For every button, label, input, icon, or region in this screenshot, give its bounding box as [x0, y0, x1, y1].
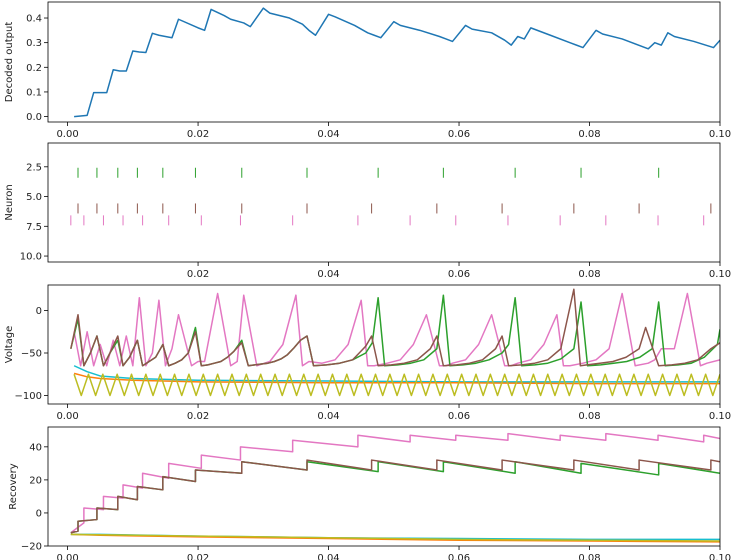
- series-line-4: [73, 365, 720, 383]
- y-tick-label: −20: [21, 542, 42, 553]
- axes-frame: [47, 284, 721, 405]
- plot-area: [74, 7, 720, 118]
- series-line-1: [70, 432, 720, 534]
- y-axis-label: Voltage: [4, 326, 15, 364]
- x-tick-label: 0.10: [709, 129, 731, 140]
- x-tick-label: 0.02: [187, 129, 209, 140]
- series-line-3: [70, 288, 720, 367]
- x-tick-label: 0.02: [187, 553, 209, 560]
- x-tick-label: 0.06: [448, 411, 470, 422]
- x-tick-label: 0.08: [578, 553, 600, 560]
- series-line-3: [70, 459, 720, 534]
- y-axis-label: Decoded output: [4, 22, 15, 103]
- y-tick-label: −100: [15, 391, 42, 402]
- y-tick-label: 0.2: [26, 63, 42, 74]
- y-tick-label: 5.0: [26, 192, 42, 203]
- x-tick-label: 0.00: [56, 129, 78, 140]
- x-tick-label: 0.00: [56, 411, 78, 422]
- y-tick-label: 0.3: [26, 38, 42, 49]
- x-tick-label: 0.02: [187, 269, 209, 280]
- x-tick-label: 0.04: [317, 411, 339, 422]
- series-line-1: [74, 7, 720, 118]
- x-tick-label: 0.10: [709, 553, 731, 560]
- y-tick-label: 0: [36, 508, 42, 519]
- plot-area: [70, 432, 720, 543]
- series-line-2: [70, 294, 720, 367]
- series-line-6: [70, 533, 720, 542]
- plot-area: [70, 167, 712, 226]
- subplot-1: 0.00 0.02 0.04 0.06 0.08 0.10 0.0 0.1 0.2 0.3 0.4 D…: [4, 1, 731, 140]
- y-tick-label: 0.1: [26, 87, 42, 98]
- x-tick-label: 0.00: [56, 553, 78, 560]
- y-axis-label: Neuron: [4, 184, 15, 220]
- axes-frame: [47, 1, 721, 123]
- y-tick-label: 0.0: [26, 112, 42, 123]
- axes-frame: [47, 426, 721, 547]
- y-tick-label: −50: [21, 349, 42, 360]
- x-tick-label: 0.10: [709, 411, 731, 422]
- subplot-3: 0.00 0.02 0.04 0.06 0.08 0.10 −100 −50 0 Voltage: [4, 284, 731, 422]
- subplot-4: 0.00 0.02 0.04 0.06 0.08 0.10 −20 0 20 40 Recovery: [8, 426, 731, 560]
- subplot-2: 0.02 0.04 0.06 0.08 0.10 2.5 5.0 7.5 10.0 Neuron: [4, 142, 731, 280]
- y-tick-label: 20: [29, 475, 42, 486]
- axes-frame: [47, 142, 721, 263]
- y-tick-label: 7.5: [26, 222, 42, 233]
- y-tick-label: 10.0: [20, 252, 42, 263]
- series-line-5: [73, 372, 720, 385]
- series-line-1: [73, 292, 720, 367]
- x-tick-label: 0.04: [317, 553, 339, 560]
- y-tick-label: 40: [29, 442, 42, 453]
- series-line-6: [73, 373, 720, 397]
- x-tick-label: 0.08: [578, 129, 600, 140]
- x-tick-label: 0.04: [317, 129, 339, 140]
- x-tick-label: 0.06: [448, 553, 470, 560]
- y-axis-label: Recovery: [8, 463, 19, 509]
- x-tick-label: 0.06: [448, 129, 470, 140]
- x-tick-label: 0.08: [578, 411, 600, 422]
- y-tick-label: 0: [36, 306, 42, 317]
- x-tick-label: 0.08: [578, 269, 600, 280]
- y-tick-label: 0.4: [26, 14, 42, 25]
- x-tick-label: 0.06: [448, 269, 470, 280]
- x-tick-label: 0.04: [317, 269, 339, 280]
- plot-area: [70, 288, 720, 397]
- x-tick-label: 0.10: [709, 269, 731, 280]
- x-tick-label: 0.02: [187, 411, 209, 422]
- y-tick-label: 2.5: [26, 162, 42, 173]
